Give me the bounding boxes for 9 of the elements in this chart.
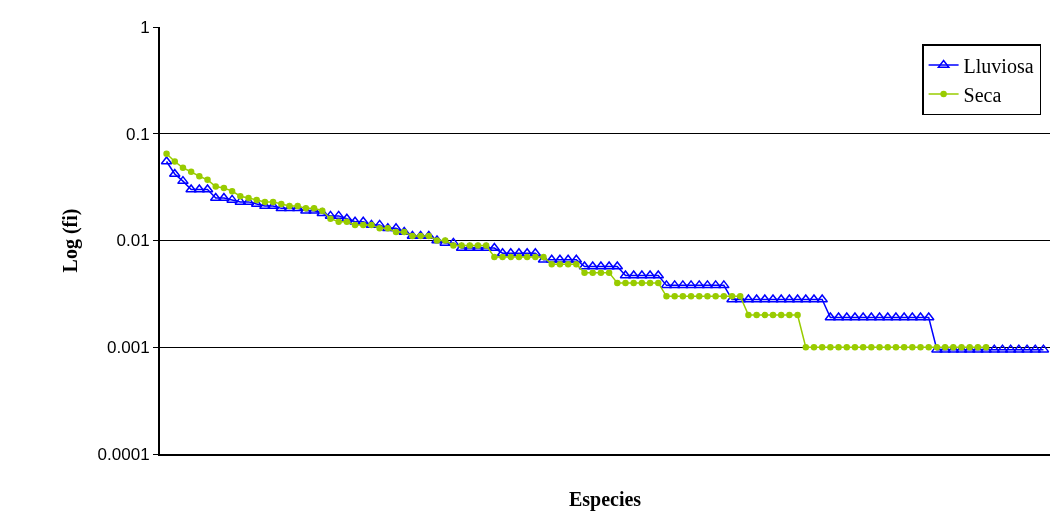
legend-label: Lluviosa (963, 54, 1034, 77)
y-tick-label: 1 (140, 17, 150, 37)
legend-label: Seca (963, 83, 1002, 106)
y-tick-label: 0.01 (116, 231, 150, 251)
y-tick-label: 0.0001 (97, 444, 150, 464)
y-axis-title: Log (fi) (58, 208, 82, 273)
y-tick-label: 0.001 (107, 338, 150, 358)
x-axis-title: Especies (568, 488, 642, 512)
y-tick-label: 0.1 (125, 124, 150, 144)
